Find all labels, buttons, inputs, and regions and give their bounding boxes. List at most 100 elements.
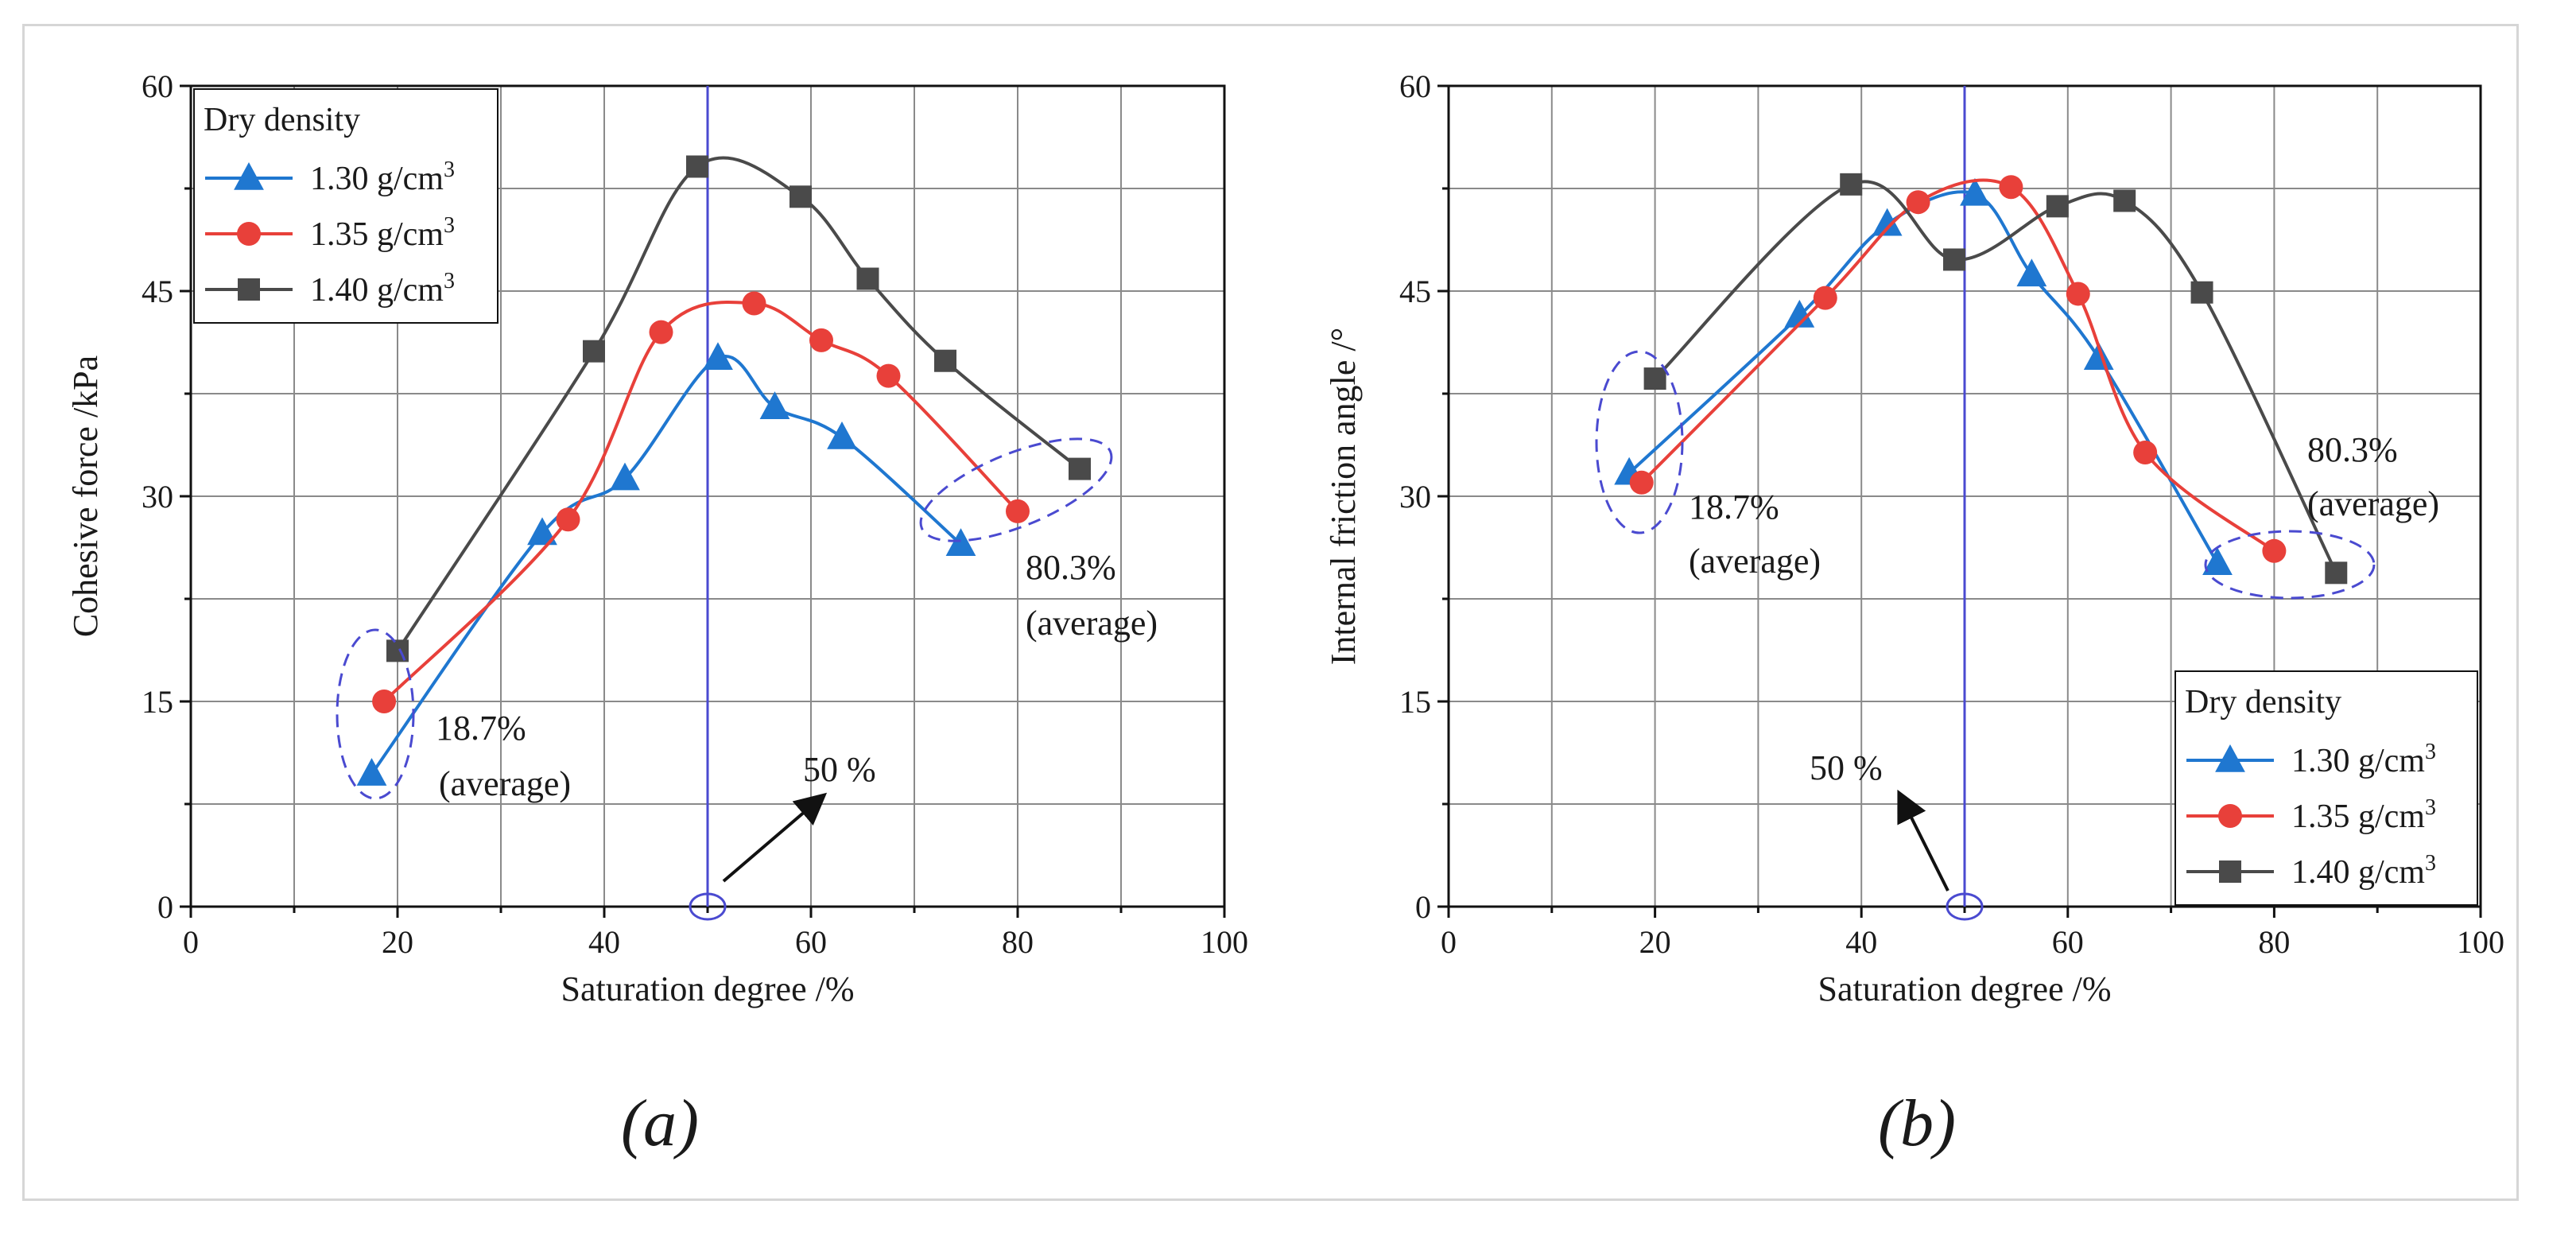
data-point-square bbox=[856, 267, 879, 290]
data-point-triangle bbox=[2202, 547, 2233, 576]
y-tick-label: 30 bbox=[1399, 479, 1431, 515]
legend-label-superscript: 3 bbox=[2425, 851, 2436, 876]
x-tick-label: 0 bbox=[183, 924, 199, 960]
data-point-circle bbox=[1006, 499, 1030, 523]
series-line-square bbox=[396, 156, 1081, 652]
data-point-square bbox=[2325, 561, 2348, 585]
legend-label: 1.35 g/cm3 bbox=[310, 213, 455, 253]
data-point-square bbox=[2113, 189, 2136, 212]
annotation-high-pct: 80.3% bbox=[2307, 430, 2398, 469]
x-tick-label: 0 bbox=[1441, 924, 1457, 960]
legend-marker-triangle bbox=[234, 161, 264, 190]
data-point-square bbox=[686, 155, 708, 178]
legend-label: 1.40 g/cm3 bbox=[2291, 851, 2436, 891]
chart-b: 0 20 40 60 80 100 0 15 30 45 60 Saturation degree /… bbox=[1324, 68, 2504, 1160]
high-saturation-ellipse bbox=[2204, 530, 2376, 600]
data-point-circle bbox=[876, 363, 901, 388]
y-tick-label: 0 bbox=[1415, 889, 1431, 925]
data-point-circle bbox=[1813, 286, 1837, 310]
y-tick-label: 15 bbox=[1399, 684, 1431, 720]
low-saturation-ellipse bbox=[336, 628, 415, 800]
legend-label-superscript: 3 bbox=[2425, 740, 2436, 764]
vertical-line-origin-circle bbox=[1946, 892, 1984, 921]
data-point-triangle bbox=[2016, 258, 2047, 287]
data-point-circle bbox=[556, 507, 580, 532]
data-point-triangle bbox=[827, 421, 857, 449]
data-point-square bbox=[1643, 367, 1666, 390]
data-point-square bbox=[1943, 248, 1966, 271]
data-point-square bbox=[386, 639, 409, 662]
legend-label: 1.35 g/cm3 bbox=[2291, 795, 2436, 835]
x-tick-label: 40 bbox=[1845, 924, 1877, 960]
data-point-circle bbox=[1906, 190, 1930, 215]
y-axis-label: Cohesive force /kPa bbox=[66, 355, 105, 637]
legend-marker-circle bbox=[2218, 804, 2242, 828]
legend-label-text: 1.40 g/cm bbox=[2291, 854, 2425, 891]
annotation-arrow bbox=[1897, 789, 1949, 892]
panel-label: (a) bbox=[621, 1086, 699, 1160]
legend-label-text: 1.30 g/cm bbox=[2291, 743, 2425, 779]
data-point-circle bbox=[1629, 470, 1654, 495]
y-tick-label: 0 bbox=[157, 889, 173, 925]
data-point-square bbox=[934, 349, 956, 372]
x-tick-label: 60 bbox=[795, 924, 827, 960]
y-axis-label: Internal friction angle /° bbox=[1324, 328, 1363, 665]
data-point-circle bbox=[2133, 440, 2158, 464]
legend-label-text: 1.30 g/cm bbox=[310, 161, 444, 197]
x-axis-label: Saturation degree /% bbox=[1818, 969, 2112, 1008]
legend-label-superscript: 3 bbox=[444, 269, 455, 293]
x-tick-label: 80 bbox=[1002, 924, 1034, 960]
legend-label: 1.30 g/cm3 bbox=[310, 157, 455, 197]
legend-label-superscript: 3 bbox=[444, 213, 455, 238]
annotation-low-sub: (average) bbox=[439, 764, 571, 803]
data-point-triangle bbox=[2083, 342, 2114, 371]
data-point-triangle bbox=[610, 462, 640, 491]
data-point-triangle bbox=[356, 758, 387, 786]
data-point-square bbox=[2046, 195, 2069, 218]
x-tick-label: 20 bbox=[382, 924, 413, 960]
x-tick-label: 60 bbox=[2052, 924, 2084, 960]
data-point-circle bbox=[1999, 175, 2023, 200]
data-point-triangle bbox=[945, 528, 976, 556]
annotation-low-sub: (average) bbox=[1689, 542, 1821, 581]
x-tick-label: 100 bbox=[2457, 924, 2504, 960]
data-point-square bbox=[583, 340, 605, 363]
data-point-circle bbox=[742, 291, 766, 316]
vertical-line-origin-circle bbox=[689, 892, 727, 921]
annotation-50-pct: 50 % bbox=[803, 750, 876, 789]
y-tick-label: 60 bbox=[142, 68, 173, 104]
legend-label: 1.40 g/cm3 bbox=[310, 269, 455, 309]
y-tick-label: 15 bbox=[142, 684, 173, 720]
data-point-square bbox=[789, 185, 812, 208]
y-tick-label: 45 bbox=[142, 274, 173, 309]
data-point-circle bbox=[2066, 282, 2090, 306]
panel-label: (b) bbox=[1878, 1086, 1956, 1160]
x-tick-label: 40 bbox=[588, 924, 620, 960]
data-point-triangle bbox=[527, 517, 557, 546]
legend-title: Dry density bbox=[2185, 684, 2341, 721]
data-point-circle bbox=[809, 328, 833, 352]
legend-label-text: 1.35 g/cm bbox=[2291, 798, 2425, 835]
data-point-triangle bbox=[1784, 299, 1815, 328]
annotation-low-pct: 18.7% bbox=[436, 709, 526, 748]
legend-marker-triangle bbox=[2215, 744, 2245, 772]
legend-marker-square bbox=[2219, 860, 2241, 883]
legend-label-superscript: 3 bbox=[444, 157, 455, 182]
data-point-square bbox=[2190, 281, 2213, 304]
data-point-triangle bbox=[759, 391, 790, 419]
legend-label-text: 1.40 g/cm bbox=[310, 272, 444, 309]
data-point-circle bbox=[649, 320, 673, 344]
x-tick-label: 20 bbox=[1639, 924, 1671, 960]
data-point-square bbox=[1069, 457, 1091, 480]
legend-label: 1.30 g/cm3 bbox=[2291, 740, 2436, 779]
data-point-triangle bbox=[1872, 208, 1903, 236]
chart-a: 0 20 40 60 80 100 0 15 30 45 60 Saturation degree /… bbox=[66, 68, 1248, 1160]
high-saturation-ellipse bbox=[919, 437, 1113, 542]
annotation-high-pct: 80.3% bbox=[1026, 548, 1116, 587]
data-point-square bbox=[1840, 173, 1863, 196]
data-point-circle bbox=[2262, 538, 2287, 563]
legend-label-superscript: 3 bbox=[2425, 795, 2436, 820]
y-tick-label: 45 bbox=[1399, 274, 1431, 309]
x-tick-label: 80 bbox=[2258, 924, 2290, 960]
